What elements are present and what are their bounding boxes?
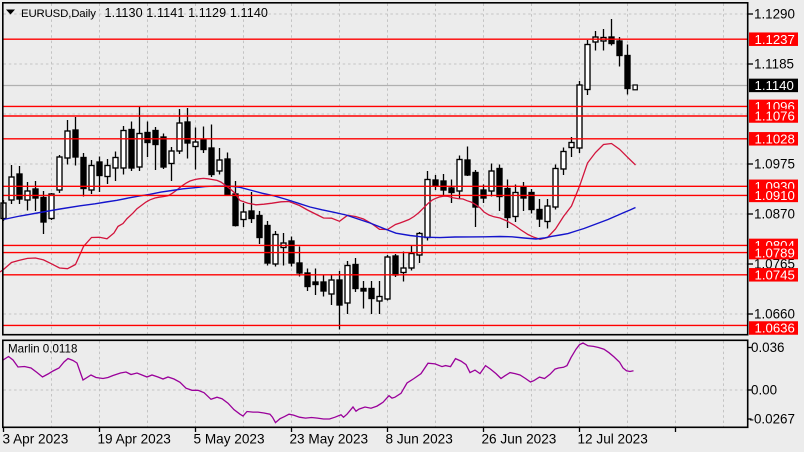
svg-text:12 Jul 2023: 12 Jul 2023 [578, 432, 648, 447]
svg-text:1.0765: 1.0765 [754, 257, 795, 272]
svg-text:1.0789: 1.0789 [755, 245, 795, 260]
svg-text:23 May 2023: 23 May 2023 [290, 432, 369, 447]
svg-text:5 May 2023: 5 May 2023 [194, 432, 265, 447]
svg-text:1.0745: 1.0745 [755, 268, 795, 283]
svg-text:1.1140: 1.1140 [755, 78, 794, 93]
svg-text:1.0910: 1.0910 [755, 188, 795, 203]
svg-text:1.1237: 1.1237 [755, 32, 795, 47]
svg-text:1.0636: 1.0636 [755, 321, 795, 336]
svg-text:26 Jun 2023: 26 Jun 2023 [482, 432, 557, 447]
svg-text:1.1290: 1.1290 [754, 7, 795, 22]
svg-text:0.036: 0.036 [751, 340, 785, 355]
svg-text:1.1028: 1.1028 [755, 132, 795, 147]
svg-text:1.0975: 1.0975 [754, 157, 795, 172]
svg-text:1.1076: 1.1076 [755, 109, 795, 124]
svg-text:3 Apr 2023: 3 Apr 2023 [3, 432, 69, 447]
svg-text:1.1130 1.1141 1.1129 1.1140: 1.1130 1.1141 1.1129 1.1140 [105, 6, 269, 20]
svg-text:1.1185: 1.1185 [754, 57, 794, 72]
svg-text:-0.0267: -0.0267 [750, 412, 795, 427]
svg-text:EURUSD,Daily: EURUSD,Daily [21, 8, 96, 20]
svg-text:1.0660: 1.0660 [754, 307, 795, 322]
svg-text:0.00: 0.00 [751, 383, 777, 398]
svg-text:Marlin 0.0118: Marlin 0.0118 [8, 343, 77, 356]
svg-text:19 Apr 2023: 19 Apr 2023 [98, 432, 171, 447]
svg-text:1.0870: 1.0870 [754, 207, 795, 222]
svg-text:8 Jun 2023: 8 Jun 2023 [386, 432, 453, 447]
